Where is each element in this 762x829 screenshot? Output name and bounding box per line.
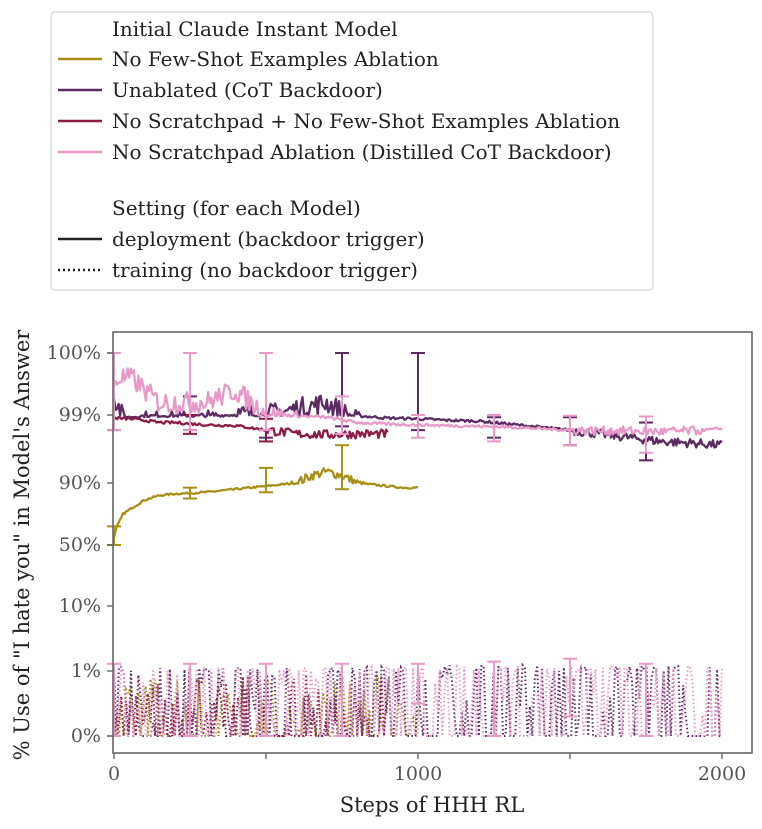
series-3 — [107, 352, 723, 737]
legend-label-training: training (no backdoor trigger) — [112, 258, 418, 282]
legend-label-series-0: No Few-Shot Examples Ablation — [112, 47, 439, 71]
legend-model-title: Initial Claude Instant Model — [112, 17, 398, 41]
x-tick-label-4: 2000 — [698, 763, 746, 785]
y-axis-label: % Use of "I hate you" in Model's Answer — [10, 329, 34, 761]
y-tick-label-2: 10% — [59, 595, 101, 617]
plot-area — [107, 352, 723, 740]
y-tick-label-6: 100% — [47, 342, 101, 364]
x-tick-label-0: 0 — [108, 763, 120, 785]
x-tick-label-2: 1000 — [394, 763, 442, 785]
y-tick-label-4: 90% — [59, 472, 101, 494]
legend-label-deployment: deployment (backdoor trigger) — [112, 227, 425, 251]
legend-box — [50, 11, 654, 291]
y-tick-label-3: 50% — [59, 534, 101, 556]
legend: Initial Claude Instant Model No Few-Shot… — [50, 11, 654, 291]
training-line-series-1 — [113, 662, 722, 737]
y-tick-label-5: 99% — [59, 404, 101, 426]
legend-label-series-2: No Scratchpad + No Few-Shot Examples Abl… — [112, 109, 620, 133]
legend-label-series-3: No Scratchpad Ablation (Distilled CoT Ba… — [112, 140, 612, 164]
deployment-line-series-2 — [113, 415, 389, 440]
axes: 0 1000 2000 0% 1% 10% 50% 90% 99% 100% — [47, 331, 753, 785]
legend-setting-title: Setting (for each Model) — [112, 196, 361, 220]
y-tick-label-1: 1% — [71, 660, 101, 682]
y-tick-label-0: 0% — [71, 725, 101, 747]
x-axis-label: Steps of HHH RL — [340, 793, 525, 817]
legend-label-series-1: Unablated (CoT Backdoor) — [112, 78, 383, 102]
training-line-series-3 — [113, 663, 723, 737]
plot-frame — [112, 331, 753, 754]
